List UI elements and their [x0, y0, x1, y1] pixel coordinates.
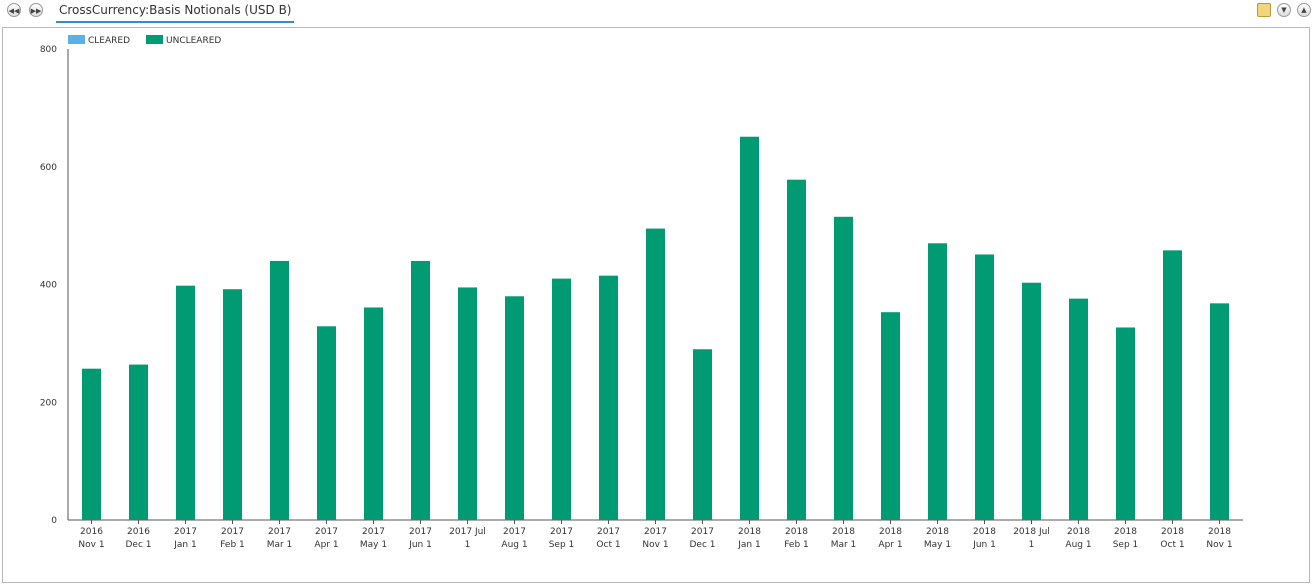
x-tick-label: 2018 Jul	[1013, 527, 1050, 537]
bar-uncleared	[928, 243, 947, 520]
x-tick-label: Jun 1	[408, 540, 432, 550]
x-tick-label: 2017	[550, 527, 573, 537]
x-tick-label: Nov 1	[1206, 540, 1232, 550]
x-tick-label: 2017	[174, 527, 197, 537]
x-tick-label: Mar 1	[831, 540, 857, 550]
y-tick-label: 600	[40, 163, 57, 173]
bar-uncleared	[975, 254, 994, 520]
bar-uncleared	[317, 326, 336, 520]
x-tick-label: 2018	[785, 527, 808, 537]
x-tick-label: Oct 1	[596, 540, 620, 550]
x-tick-label: 1	[465, 540, 471, 550]
x-tick-label: Aug 1	[1065, 540, 1091, 550]
fast-forward-icon[interactable]: ▶▶	[29, 3, 43, 17]
document-icon[interactable]	[1257, 3, 1271, 17]
x-tick-label: 2018	[973, 527, 996, 537]
x-tick-label: Sep 1	[549, 540, 575, 550]
y-tick-label: 400	[40, 281, 57, 291]
y-tick-label: 800	[40, 45, 57, 55]
x-tick-label: 2017	[691, 527, 714, 537]
x-tick-label: 2018	[879, 527, 902, 537]
x-tick-label: 2017	[268, 527, 291, 537]
x-tick-label: 2017 Jul	[449, 527, 486, 537]
x-tick-label: 2016	[80, 527, 103, 537]
bar-uncleared	[599, 275, 618, 520]
x-tick-label: 1	[1029, 540, 1035, 550]
x-tick-label: 2017	[362, 527, 385, 537]
legend-label-uncleared: UNCLEARED	[166, 36, 221, 46]
rewind-icon[interactable]: ◀◀	[7, 3, 21, 17]
bar-uncleared	[552, 278, 571, 520]
x-tick-label: 2016	[127, 527, 150, 537]
x-tick-label: 2017	[503, 527, 526, 537]
bar-uncleared	[1210, 303, 1229, 520]
bar-uncleared	[1069, 298, 1088, 520]
bar-uncleared	[411, 260, 430, 520]
x-tick-label: Jan 1	[173, 540, 196, 550]
header-bar: ◀◀ ▶▶ CrossCurrency:Basis Notionals (USD…	[0, 0, 1315, 26]
bar-uncleared	[129, 364, 148, 520]
x-tick-label: 2018	[1208, 527, 1231, 537]
x-tick-label: Nov 1	[78, 540, 104, 550]
x-tick-label: Jan 1	[737, 540, 760, 550]
x-tick-label: 2017	[221, 527, 244, 537]
x-tick-label: Aug 1	[501, 540, 527, 550]
x-tick-label: Nov 1	[642, 540, 668, 550]
x-tick-label: Oct 1	[1160, 540, 1184, 550]
bar-uncleared	[458, 287, 477, 520]
bar-uncleared	[270, 260, 289, 520]
x-tick-label: 2018	[926, 527, 949, 537]
bar-uncleared	[646, 228, 665, 520]
bar-uncleared	[505, 296, 524, 520]
x-tick-label: 2017	[597, 527, 620, 537]
legend-swatch-cleared	[68, 35, 85, 44]
x-tick-label: Feb 1	[220, 540, 245, 550]
x-tick-label: 2018	[1067, 527, 1090, 537]
bar-uncleared	[364, 307, 383, 520]
x-tick-label: Dec 1	[689, 540, 715, 550]
x-tick-label: 2018	[1114, 527, 1137, 537]
bar-uncleared	[1022, 282, 1041, 520]
bar-uncleared	[1163, 250, 1182, 521]
x-tick-label: 2018	[738, 527, 761, 537]
x-tick-label: Sep 1	[1113, 540, 1139, 550]
bar-uncleared	[82, 368, 101, 520]
x-tick-label: Jun 1	[972, 540, 996, 550]
x-tick-label: Apr 1	[314, 540, 338, 550]
x-tick-label: Mar 1	[267, 540, 293, 550]
chart-title-tab[interactable]: CrossCurrency:Basis Notionals (USD B)	[56, 1, 295, 23]
legend-swatch-uncleared	[146, 35, 163, 44]
x-tick-label: 2017	[315, 527, 338, 537]
x-tick-label: May 1	[360, 540, 387, 550]
chevron-up-icon[interactable]: ▲	[1297, 3, 1311, 17]
y-tick-label: 0	[51, 516, 57, 526]
y-tick-label: 200	[40, 398, 57, 408]
chart-frame	[2, 27, 1310, 583]
bar-uncleared	[834, 216, 853, 520]
x-tick-label: Dec 1	[125, 540, 151, 550]
bar-uncleared	[693, 349, 712, 520]
x-tick-label: May 1	[924, 540, 951, 550]
bar-uncleared	[787, 179, 806, 520]
bar-uncleared	[223, 289, 242, 520]
bar-uncleared	[740, 136, 759, 520]
legend-label-cleared: CLEARED	[88, 36, 130, 46]
bar-uncleared	[1116, 327, 1135, 520]
x-tick-label: 2018	[1161, 527, 1184, 537]
chevron-down-icon[interactable]: ▼	[1277, 3, 1291, 17]
bar-uncleared	[176, 285, 195, 520]
x-tick-label: Apr 1	[878, 540, 902, 550]
x-tick-label: 2017	[409, 527, 432, 537]
bar-uncleared	[881, 312, 900, 520]
x-tick-label: 2017	[644, 527, 667, 537]
x-tick-label: Feb 1	[784, 540, 809, 550]
x-tick-label: 2018	[832, 527, 855, 537]
